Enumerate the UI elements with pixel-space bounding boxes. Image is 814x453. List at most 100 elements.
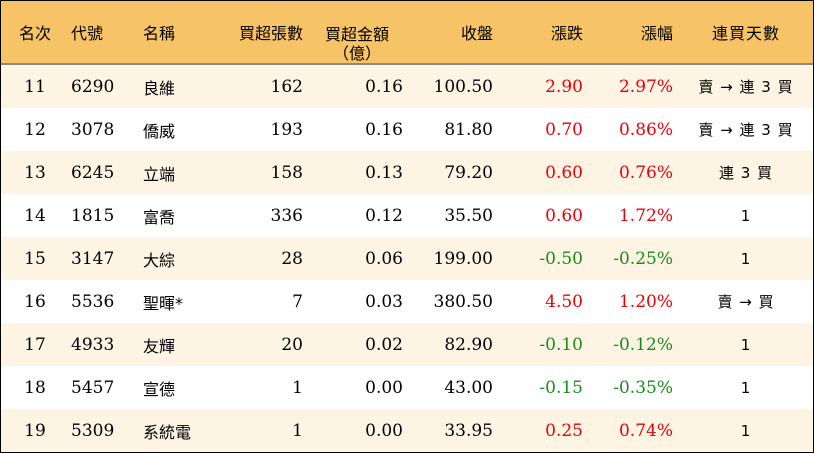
change-cell: 4.50 [545, 291, 583, 312]
code-cell: 5536 [71, 291, 115, 312]
table-row[interactable]: 14 1815 富喬 336 0.12 35.50 0.60 1.72% 1 [1, 194, 813, 237]
close-cell: 199.00 [433, 248, 493, 269]
change-cell: 0.25 [545, 420, 583, 441]
code-cell: 4933 [71, 334, 115, 355]
close-cell: 81.80 [444, 119, 493, 140]
net-buy-amount-cell: 0.16 [365, 119, 403, 140]
header-close[interactable]: 收盤 [460, 24, 493, 43]
change-pct-cell: -0.12% [613, 334, 673, 355]
net-buy-amount-cell: 0.13 [365, 162, 403, 183]
change-cell: -0.10 [539, 334, 583, 355]
consecutive-days-cell: 1 [740, 206, 752, 225]
net-buy-amount-cell: 0.02 [365, 334, 403, 355]
consecutive-days-cell: 1 [740, 249, 752, 268]
name-cell: 大綜 [143, 250, 176, 270]
table-row[interactable]: 17 4933 友輝 20 0.02 82.90 -0.10 -0.12% 1 [1, 323, 813, 366]
header-consecutive-days[interactable]: 連買天數 [711, 24, 780, 43]
table-row[interactable]: 12 3078 僑威 193 0.16 81.80 0.70 0.86% 賣 → 連 3 買 [1, 108, 813, 151]
net-buy-lots-cell: 1 [292, 420, 303, 441]
header-code[interactable]: 代號 [71, 24, 104, 43]
close-cell: 100.50 [433, 76, 493, 97]
net-buy-amount-cell: 0.00 [365, 377, 403, 398]
name-cell: 立端 [143, 164, 176, 184]
table-row[interactable]: 15 3147 大綜 28 0.06 199.00 -0.50 -0.25% 1 [1, 237, 813, 280]
rank-cell: 19 [24, 420, 46, 441]
consecutive-days-cell: 賣 → 連 3 買 [698, 78, 794, 96]
rank-cell: 12 [24, 119, 46, 140]
rank-cell: 16 [24, 291, 46, 312]
change-cell: 0.60 [545, 162, 583, 183]
header-net-buy-amount-title: 買超金額 [324, 25, 389, 44]
net-buy-amount-cell: 0.16 [365, 76, 403, 97]
change-cell: 0.60 [545, 205, 583, 226]
rank-cell: 15 [24, 248, 46, 269]
table-row[interactable]: 11 6290 良維 162 0.16 100.50 2.90 2.97% 賣 → 連 3 買 [1, 65, 813, 108]
header-change[interactable]: 漲跌 [550, 24, 583, 43]
close-cell: 380.50 [433, 291, 493, 312]
net-buy-lots-cell: 20 [281, 334, 303, 355]
consecutive-days-cell: 賣 → 連 3 買 [698, 121, 794, 139]
name-cell: 良維 [143, 78, 176, 98]
code-cell: 3147 [71, 248, 115, 269]
code-cell: 1815 [71, 205, 115, 226]
net-buy-amount-cell: 0.12 [365, 205, 403, 226]
name-cell: 僑威 [143, 121, 176, 141]
rank-cell: 14 [24, 205, 46, 226]
change-pct-cell: 0.86% [618, 119, 673, 140]
change-cell: 0.70 [545, 119, 583, 140]
name-cell: 聖暉* [143, 293, 184, 313]
net-buy-lots-cell: 28 [281, 248, 303, 269]
rank-cell: 13 [24, 162, 46, 183]
consecutive-days-cell: 1 [740, 335, 752, 354]
close-cell: 79.20 [444, 162, 493, 183]
header-change-pct[interactable]: 漲幅 [640, 24, 673, 43]
code-cell: 5457 [71, 377, 115, 398]
header-net-buy-amount[interactable]: 買超金額 （億） [311, 1, 405, 63]
code-cell: 6245 [71, 162, 115, 183]
change-pct-cell: 1.72% [618, 205, 673, 226]
net-buy-lots-cell: 7 [292, 291, 303, 312]
close-cell: 35.50 [444, 205, 493, 226]
net-buy-lots-cell: 162 [270, 76, 303, 97]
rank-cell: 17 [24, 334, 46, 355]
table-row[interactable]: 19 5309 系統電 1 0.00 33.95 0.25 0.74% 1 [1, 409, 813, 452]
change-cell: -0.15 [539, 377, 583, 398]
header-name[interactable]: 名稱 [143, 24, 176, 43]
net-buy-lots-cell: 336 [270, 205, 303, 226]
rank-cell: 11 [24, 76, 46, 97]
header-rank[interactable]: 名次 [18, 24, 51, 43]
change-pct-cell: -0.35% [613, 377, 673, 398]
name-cell: 友輝 [143, 336, 176, 356]
net-buy-amount-cell: 0.06 [365, 248, 403, 269]
net-buy-lots-cell: 1 [292, 377, 303, 398]
code-cell: 5309 [71, 420, 115, 441]
change-pct-cell: 1.20% [618, 291, 673, 312]
name-cell: 宣德 [143, 379, 176, 399]
close-cell: 82.90 [444, 334, 493, 355]
header-net-buy-amount-unit: （億） [332, 44, 381, 63]
code-cell: 3078 [71, 119, 115, 140]
change-cell: -0.50 [539, 248, 583, 269]
change-pct-cell: -0.25% [613, 248, 673, 269]
consecutive-days-cell: 賣 → 買 [717, 293, 775, 311]
table-row[interactable]: 16 5536 聖暉* 7 0.03 380.50 4.50 1.20% 賣 → 買 [1, 280, 813, 323]
consecutive-days-cell: 1 [740, 378, 752, 397]
close-cell: 33.95 [444, 420, 493, 441]
net-buy-amount-cell: 0.00 [365, 420, 403, 441]
table-row[interactable]: 13 6245 立端 158 0.13 79.20 0.60 0.76% 連 3 買 [1, 151, 813, 194]
change-pct-cell: 0.76% [618, 162, 673, 183]
net-buy-lots-cell: 158 [270, 162, 303, 183]
change-pct-cell: 0.74% [618, 420, 673, 441]
name-cell: 富喬 [143, 207, 176, 227]
consecutive-days-cell: 1 [740, 421, 752, 440]
close-cell: 43.00 [444, 377, 493, 398]
table-row[interactable]: 18 5457 宣德 1 0.00 43.00 -0.15 -0.35% 1 [1, 366, 813, 409]
net-buy-amount-cell: 0.03 [365, 291, 403, 312]
code-cell: 6290 [71, 76, 115, 97]
change-pct-cell: 2.97% [618, 76, 673, 97]
consecutive-days-cell: 連 3 買 [718, 164, 774, 182]
net-buy-lots-cell: 193 [270, 119, 303, 140]
header-net-buy-lots[interactable]: 買超張數 [238, 24, 303, 43]
rank-cell: 18 [24, 377, 46, 398]
